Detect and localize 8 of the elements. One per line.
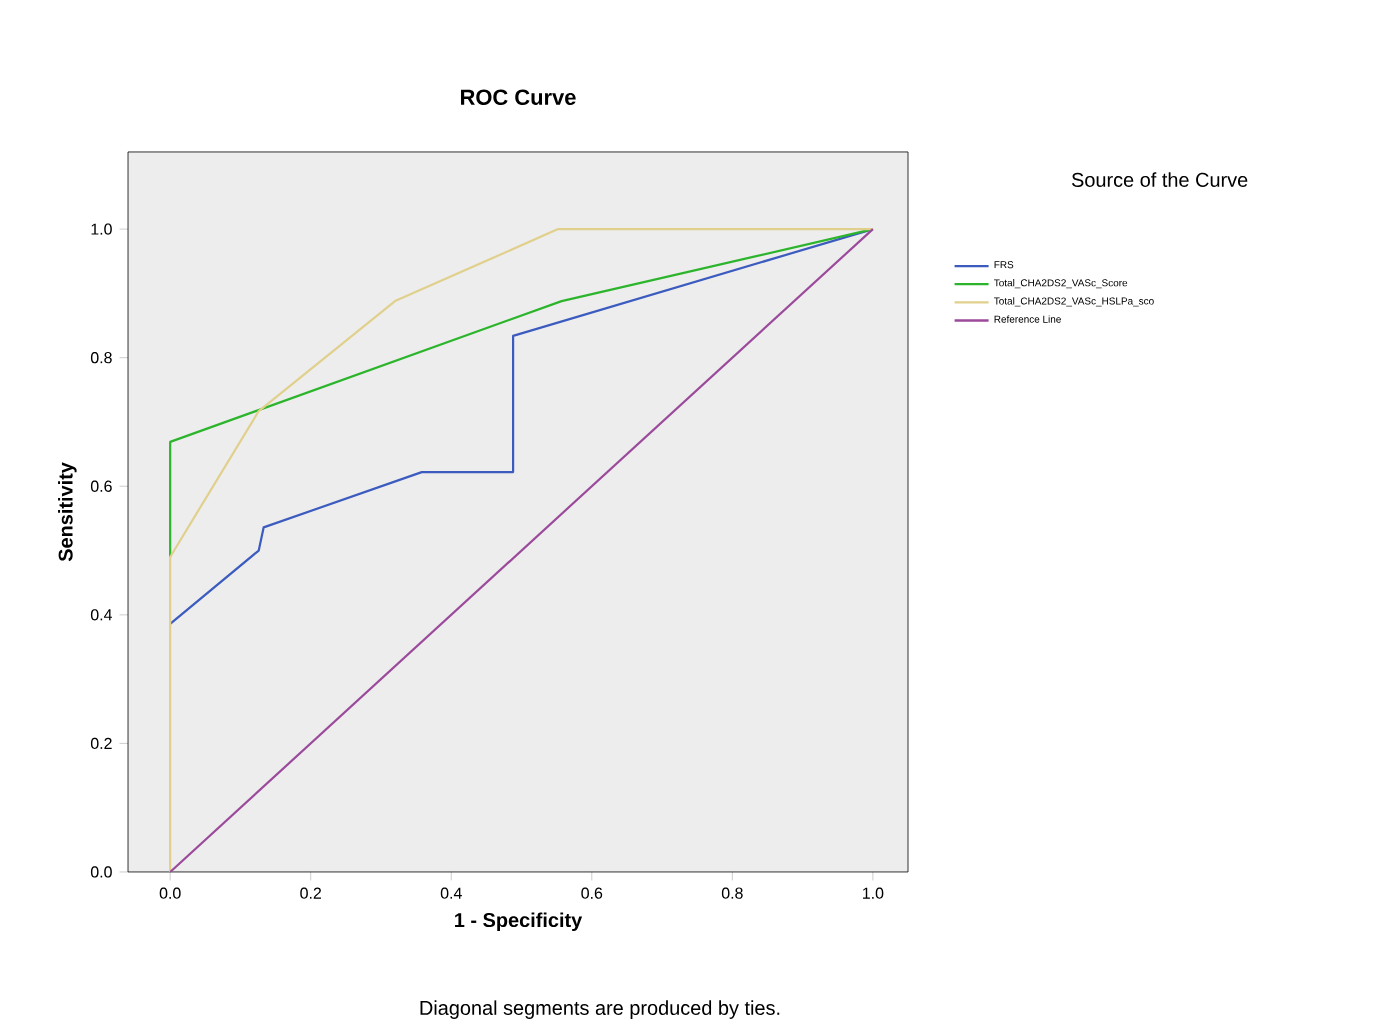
line-series (169, 228, 874, 625)
x-axis-title: 1 - Specificity (455, 912, 583, 932)
y-axis-title: Sensitivity (58, 462, 77, 562)
text: Diagonal segments are produced by ties. (420, 1000, 780, 1019)
chart-title: ROC Curve (461, 89, 576, 105)
line-series (169, 228, 874, 872)
line-series (169, 228, 874, 559)
legend-title: Source of the Curve (1071, 172, 1248, 187)
